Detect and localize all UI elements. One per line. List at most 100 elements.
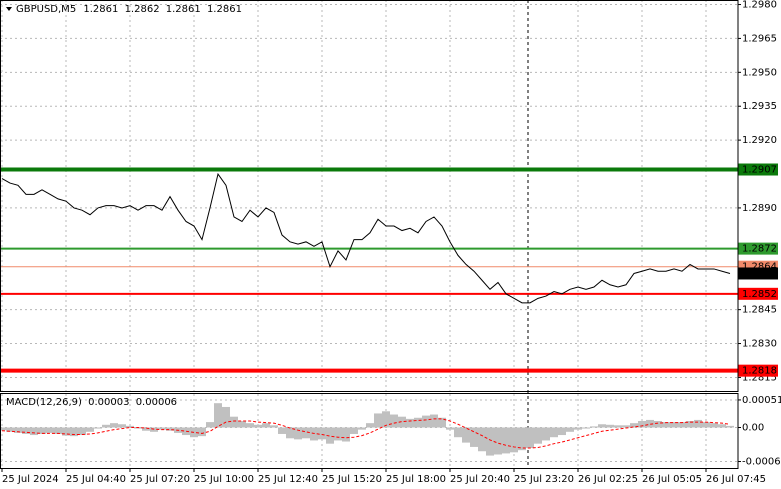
level-label: 1.2818 <box>742 366 777 377</box>
x-tick-label: 25 Jul 18:00 <box>386 474 446 485</box>
macd-bar <box>606 424 614 428</box>
macd-bar <box>142 427 150 431</box>
macd-bar <box>534 427 542 444</box>
macd-bar <box>326 427 334 444</box>
x-tick-label: 25 Jul 04:40 <box>66 474 126 485</box>
open: 1.2861 <box>83 4 118 15</box>
macd-bar <box>198 427 206 437</box>
macd-bar <box>566 427 574 432</box>
macd-title: MACD(12,26,9) 0.00003 0.00006 <box>6 397 177 408</box>
macd-bar <box>318 427 326 440</box>
macd-bar <box>54 427 62 434</box>
macd-bar <box>358 427 366 430</box>
macd-bar <box>478 427 486 452</box>
y-tick-label: 1.2815 <box>742 372 777 383</box>
x-tick-label: 26 Jul 07:45 <box>706 474 766 485</box>
y-tick-label: 1.2950 <box>742 67 777 78</box>
macd-bar <box>502 427 510 454</box>
high: 1.2862 <box>125 4 160 15</box>
macd-bar <box>510 427 518 453</box>
macd-bar <box>654 421 662 428</box>
macd-bar <box>414 417 422 428</box>
macd-bar <box>598 424 606 428</box>
y-tick-label: 0.00051 <box>742 395 781 406</box>
macd-name: MACD(12,26,9) <box>6 397 82 408</box>
macd-bar <box>110 423 118 428</box>
macd-bar <box>710 423 718 428</box>
macd-bar <box>206 422 214 428</box>
macd-bar <box>246 423 254 428</box>
macd-bar <box>286 427 294 439</box>
macd-bar <box>678 422 686 428</box>
macd-bar <box>694 419 702 428</box>
level-label-bg <box>738 163 778 176</box>
macd-bar <box>390 414 398 428</box>
signal-value: 0.00006 <box>136 397 177 408</box>
macd-bar <box>438 417 446 428</box>
price-line <box>1 172 731 304</box>
y-tick-label: 1.2980 <box>742 0 777 11</box>
y-tick-label: 1.2920 <box>742 135 777 146</box>
macd-value: 0.00003 <box>88 397 129 408</box>
x-tick-label: 26 Jul 05:05 <box>642 474 702 485</box>
macd-bar <box>542 427 550 441</box>
macd-bar <box>614 425 622 428</box>
macd-bar <box>558 427 566 436</box>
level-label: 1.2872 <box>742 244 777 255</box>
current-price-bg <box>738 267 778 280</box>
y-tick-label: 1.2845 <box>742 305 777 316</box>
macd-bar <box>638 421 646 428</box>
macd-bar <box>30 427 38 436</box>
macd-bar <box>278 427 286 434</box>
x-tick-label: 25 Jul 2024 <box>2 474 59 485</box>
level-label-bg <box>738 364 778 377</box>
macd-bar <box>230 416 238 428</box>
x-tick-label: 25 Jul 10:00 <box>194 474 254 485</box>
macd-bar <box>342 427 350 442</box>
macd-bar <box>158 427 166 430</box>
macd-bar <box>166 427 174 431</box>
macd-bar <box>398 416 406 428</box>
macd-bar <box>406 418 414 428</box>
macd-bar <box>550 427 558 438</box>
macd-bar <box>422 415 430 428</box>
symbol-title: GBPUSD,M5 1.2861 1.2862 1.2861 1.2861 <box>16 4 242 15</box>
menu-arrow <box>6 7 12 11</box>
symbol: GBPUSD,M5 <box>16 4 76 15</box>
macd-bar <box>494 427 502 455</box>
y-tick-label: 1.2965 <box>742 33 777 44</box>
macd-bar <box>182 427 190 436</box>
y-tick-label: 1.2935 <box>742 101 777 112</box>
macd-bar <box>350 427 358 434</box>
macd-bar <box>78 427 86 436</box>
macd-bar <box>222 406 230 428</box>
grid-layer <box>0 0 738 468</box>
macd-bar <box>486 427 494 456</box>
macd-bar <box>582 427 590 429</box>
macd-bar <box>6 427 14 432</box>
macd-bar <box>46 427 54 433</box>
level-label: 1.2864 <box>742 262 777 273</box>
macd-bar <box>454 427 462 438</box>
macd-bar <box>150 427 158 432</box>
macd-bar <box>270 425 278 428</box>
macd-bar <box>446 427 454 430</box>
macd-bar <box>590 426 598 428</box>
y-tick-label: -0.00063 <box>742 457 781 468</box>
macd-bar <box>686 421 694 428</box>
macd-bar <box>430 414 438 428</box>
macd-bar <box>470 427 478 447</box>
macd-bar <box>294 427 302 440</box>
macd-bar <box>374 413 382 428</box>
macd-bar <box>262 423 270 428</box>
macd-bar <box>238 421 246 428</box>
signal-line <box>1 418 731 449</box>
macd-bar <box>462 427 470 443</box>
x-tick-label: 25 Jul 12:40 <box>258 474 318 485</box>
x-tick-label: 25 Jul 15:20 <box>322 474 382 485</box>
macd-bar <box>518 427 526 451</box>
low: 1.2861 <box>166 4 201 15</box>
close: 1.2861 <box>207 4 242 15</box>
